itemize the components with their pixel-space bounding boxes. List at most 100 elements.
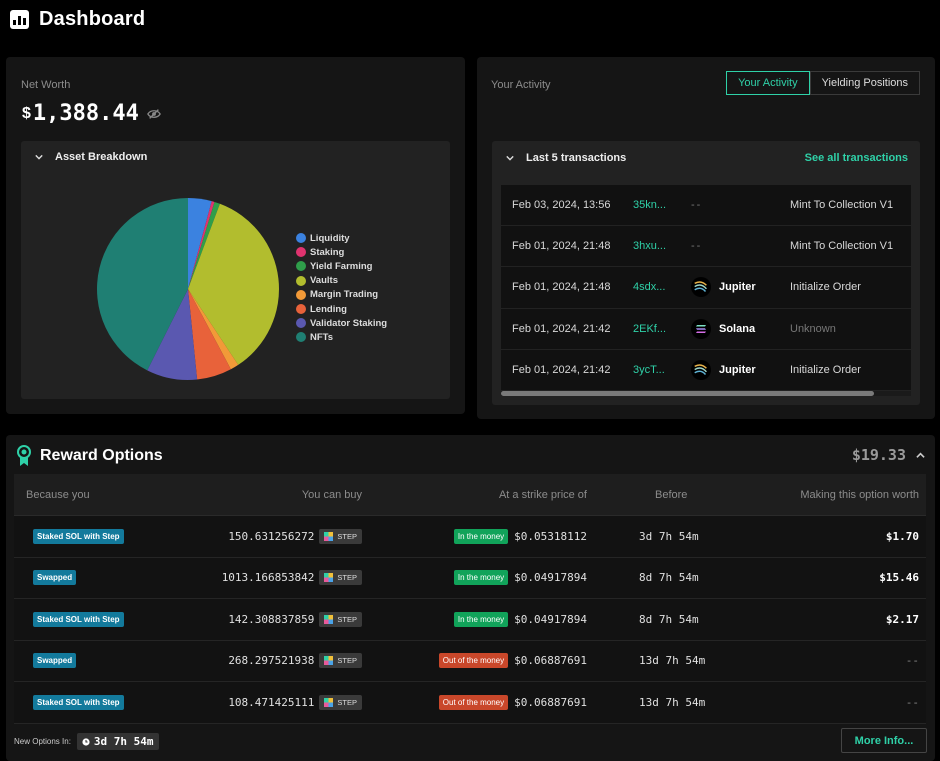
legend-item[interactable]: Lending: [296, 302, 387, 316]
more-info-button[interactable]: More Info...: [841, 728, 927, 753]
reason-tag: Staked SOL with Step: [33, 694, 124, 710]
eye-off-icon[interactable]: [146, 107, 161, 121]
buy-cell: 142.308837859 STEP: [228, 611, 362, 627]
tx-signature-link[interactable]: 35kn...: [633, 199, 667, 212]
reason-tag: Staked SOL with Step: [33, 611, 124, 627]
transaction-row[interactable]: Feb 01, 2024, 21:48 3hxu... -- Mint To Coll…: [501, 226, 911, 268]
strike-price: $0.04917894: [514, 571, 587, 585]
token-symbol: STEP: [337, 656, 357, 666]
scrollbar-thumb[interactable]: [501, 391, 874, 396]
tx-program-name: Solana: [719, 322, 756, 335]
token-symbol: STEP: [337, 614, 357, 624]
activity-tabs: Your Activity Yielding Positions: [726, 71, 920, 95]
pie-slice-staking[interactable]: [188, 201, 215, 289]
new-options-label: New Options In:: [14, 737, 71, 746]
legend-swatch: [296, 261, 306, 272]
pie-slice-yield-farming[interactable]: [188, 201, 220, 289]
col-option-worth: Making this option worth: [800, 488, 919, 501]
table-row[interactable]: Staked SOL with Step 108.471425111 STEP Out…: [14, 682, 926, 724]
reason-tag: Swapped: [33, 570, 77, 586]
tx-program-name: Jupiter: [719, 363, 756, 376]
before-cell: 13d 7h 54m: [639, 695, 706, 709]
legend-label: Yield Farming: [310, 260, 373, 272]
buy-cell: 1013.166853842 STEP: [221, 570, 362, 586]
legend-item[interactable]: Margin Trading: [296, 288, 387, 302]
solana-icon: [691, 318, 711, 339]
option-worth-cell: --: [905, 695, 919, 709]
legend-item[interactable]: Validator Staking: [296, 316, 387, 330]
tx-signature-link[interactable]: 3hxu...: [633, 240, 667, 253]
col-because-you: Because you: [26, 488, 90, 501]
strike-price: $0.05318112: [514, 529, 587, 543]
transactions-list: Feb 03, 2024, 13:56 35kn... -- Mint To Coll…: [501, 185, 911, 395]
strike-price: $0.04917894: [514, 612, 587, 626]
page-title: Dashboard: [39, 7, 146, 30]
strike-cell: Out of the money $0.06887691: [438, 653, 587, 669]
net-worth-panel: Net Worth $ 1,388.44 Asset Breakdown Liq…: [6, 57, 465, 414]
table-row[interactable]: Swapped 1013.166853842 STEP In the money $0.…: [14, 557, 926, 599]
reason-cell: Staked SOL with Step: [26, 611, 124, 627]
step-token-icon: [324, 531, 334, 541]
money-status-badge: In the money: [453, 611, 509, 627]
tab-your-activity[interactable]: Your Activity: [726, 71, 810, 95]
reason-tag: Staked SOL with Step: [33, 528, 124, 544]
see-all-transactions-link[interactable]: See all transactions: [804, 152, 908, 164]
reason-cell: Swapped: [26, 570, 77, 586]
legend-item[interactable]: Vaults: [296, 274, 387, 288]
tx-program: Solana: [691, 318, 756, 339]
tx-signature-link[interactable]: 4sdx...: [633, 281, 666, 294]
legend-item[interactable]: Liquidity: [296, 231, 387, 245]
legend-item[interactable]: Staking: [296, 245, 387, 259]
buy-cell: 268.297521938 STEP: [228, 653, 362, 669]
transaction-row[interactable]: Feb 01, 2024, 21:42 2EKf... Solana Unknown: [501, 308, 911, 350]
transactions-toggle[interactable]: Last 5 transactions: [506, 152, 626, 164]
pie-slice-vaults[interactable]: [188, 203, 279, 365]
legend-item[interactable]: NFTs: [296, 330, 387, 344]
buy-amount: 1013.166853842: [221, 571, 315, 585]
table-body: Staked SOL with Step 150.631256272 STEP In …: [14, 516, 926, 724]
currency-symbol: $: [22, 104, 31, 122]
pie-legend: Liquidity Staking Yield Farming Vaults Margi…: [296, 231, 387, 345]
col-strike-price: At a strike price of: [498, 488, 587, 501]
pie-slice-validator-staking[interactable]: [147, 289, 198, 380]
tx-program-name: --: [691, 240, 703, 253]
transaction-row[interactable]: Feb 01, 2024, 21:42 3ycT... Jupiter Initial…: [501, 349, 911, 391]
buy-amount: 150.631256272: [228, 529, 315, 543]
buy-amount: 108.471425111: [228, 695, 315, 709]
token-chip: STEP: [319, 653, 362, 669]
step-token-icon: [324, 697, 334, 707]
pie-slice-nfts[interactable]: [97, 198, 188, 371]
reward-total: $19.33: [852, 446, 925, 464]
transaction-row[interactable]: Feb 03, 2024, 13:56 35kn... -- Mint To Coll…: [501, 185, 911, 227]
table-row[interactable]: Swapped 268.297521938 STEP Out of the money…: [14, 640, 926, 682]
pie-slice-liquidity[interactable]: [188, 198, 212, 289]
before-cell: 8d 7h 54m: [639, 571, 699, 585]
tx-program: Jupiter: [691, 359, 756, 380]
pie-slice-margin-trading[interactable]: [188, 289, 239, 370]
token-symbol: STEP: [337, 697, 357, 707]
reward-options-title: Reward Options: [40, 447, 163, 464]
token-chip: STEP: [319, 528, 362, 544]
table-row[interactable]: Staked SOL with Step 150.631256272 STEP In …: [14, 516, 926, 558]
new-options-timer-value: 3d 7h 54m: [93, 735, 154, 748]
col-before: Before: [655, 488, 688, 501]
pie-slice-lending[interactable]: [188, 289, 231, 380]
reward-options-panel: Reward Options $19.33 Because you You ca…: [6, 435, 935, 761]
horizontal-scrollbar[interactable]: [501, 391, 911, 396]
step-token-icon: [324, 614, 334, 624]
tx-signature-link[interactable]: 2EKf...: [633, 322, 667, 335]
tab-yielding-positions[interactable]: Yielding Positions: [809, 71, 920, 95]
option-worth-cell: --: [905, 654, 919, 668]
chevron-up-icon[interactable]: [916, 451, 925, 460]
legend-swatch: [296, 304, 306, 315]
legend-item[interactable]: Yield Farming: [296, 259, 387, 273]
transaction-row[interactable]: Feb 01, 2024, 21:48 4sdx... Jupiter Initial…: [501, 267, 911, 309]
asset-breakdown-toggle[interactable]: Asset Breakdown: [35, 151, 147, 163]
legend-label: Validator Staking: [310, 317, 388, 329]
legend-label: Vaults: [310, 275, 338, 287]
reward-options-header: Reward Options: [16, 445, 163, 467]
table-row[interactable]: Staked SOL with Step 142.308837859 STEP In …: [14, 599, 926, 641]
option-worth-cell: $2.17: [885, 612, 919, 626]
legend-label: Liquidity: [310, 232, 350, 244]
tx-signature-link[interactable]: 3ycT...: [633, 363, 665, 376]
